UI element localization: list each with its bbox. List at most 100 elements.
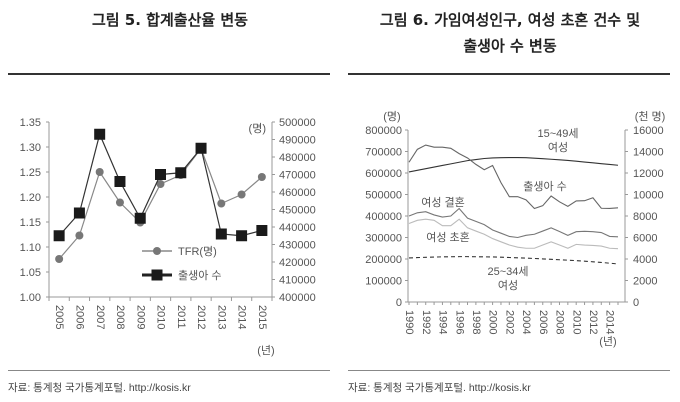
figure6-chart: 0100000200000300000400000500000600000700… [365, 109, 666, 348]
x-tick-label: 1990 [403, 310, 415, 334]
figure6-title-line2: 출생아 수 변동 [463, 37, 557, 55]
births-point [94, 128, 106, 140]
left-tick-label: 500000 [365, 190, 402, 202]
x-tick-label: 2005 [53, 305, 65, 329]
annotation-births: 출생아 수 [523, 180, 567, 193]
figure6-panel: 그림 6. 가임여성인구, 여성 초혼 건수 및 출생아 수 변동 0 10000… [340, 0, 680, 402]
first-marriages-line [408, 218, 619, 250]
legend-births-marker [151, 269, 163, 281]
left-tick-label: 1.10 [20, 242, 41, 254]
x-tick-label: 2011 [175, 305, 187, 329]
women-25-34-line [408, 256, 619, 265]
births-point [175, 167, 187, 179]
left-tick-label: 400000 [365, 211, 402, 223]
tfr-point [257, 173, 266, 181]
right-tick-label: 0 [633, 297, 639, 309]
x-tick-label: 2014 [604, 310, 616, 334]
x-tick-label: 2009 [134, 305, 146, 329]
figure5-chart: 1.00 1.05 1.10 1.15 1.20 1.25 1.30 1.35 400000 41… [20, 117, 316, 357]
right-tick-label: 400000 [279, 292, 316, 304]
x-tick-label: 2010 [155, 305, 167, 329]
births-point [236, 230, 248, 242]
births-point [53, 230, 65, 242]
x-tick-label: 1996 [453, 310, 465, 334]
right-tick-label: 470000 [279, 170, 316, 182]
x-tick-label: 2007 [94, 305, 106, 329]
x-tick-label: 1994 [437, 310, 449, 334]
right-axis-unit: (천 명) [635, 109, 666, 123]
annotation-women-15-49: 15~49세 [537, 127, 578, 140]
right-tick-label: 16000 [633, 125, 664, 137]
x-tick-label: 2006 [537, 310, 549, 334]
right-axis-unit: (명) [249, 122, 266, 135]
right-tick-label: 6000 [633, 233, 657, 245]
left-tick-label: 100000 [365, 276, 402, 288]
tfr-point [75, 231, 84, 240]
left-tick-label: 1.05 [20, 267, 41, 279]
left-tick-label: 300000 [365, 233, 402, 245]
births-line [408, 144, 619, 210]
right-tick-label: 2000 [633, 276, 657, 288]
right-tick-label: 460000 [279, 187, 316, 199]
x-tick-label: 2000 [487, 310, 499, 334]
marriages-line [408, 207, 619, 239]
right-tick-label: 480000 [279, 152, 316, 164]
left-tick-label: 1.15 [20, 217, 41, 229]
legend-tfr-marker [153, 247, 161, 255]
tfr-line [58, 147, 263, 260]
x-tick-label: 2008 [554, 310, 566, 334]
left-tick-label: 1.30 [20, 142, 41, 154]
figure6-top-rule [348, 73, 670, 75]
x-tick-label: 1992 [420, 310, 432, 334]
figure5-title: 그림 5. 합계출산율 변동 [91, 11, 248, 29]
right-tick-label: 500000 [279, 117, 316, 129]
births-point [134, 212, 146, 224]
x-tick-label: 2004 [520, 310, 532, 334]
right-tick-label: 410000 [279, 275, 316, 287]
left-tick-label: 800000 [365, 125, 402, 137]
left-tick-label: 0 [396, 297, 402, 309]
right-tick-label: 450000 [279, 205, 316, 217]
annotation-women-15-49-sub: 여성 [548, 141, 568, 154]
tfr-point [156, 180, 165, 188]
right-tick-label: 12000 [633, 168, 664, 180]
figure6-source: 자료: 통계청 국가통계포털. http://kosis.kr [348, 382, 531, 394]
figure6-bottom-rule [348, 370, 670, 371]
births-point [215, 228, 227, 240]
x-tick-label: 2015 [256, 305, 268, 329]
x-tick-label: 2008 [114, 305, 126, 329]
tfr-point [115, 198, 124, 207]
figure5-bottom-rule [8, 370, 330, 371]
x-tick-label: 2012 [195, 305, 207, 329]
left-tick-label: 700000 [365, 147, 402, 159]
x-tick-label: 2006 [74, 305, 86, 329]
births-point [73, 207, 85, 219]
x-axis-unit: (년) [257, 344, 274, 357]
x-tick-label: 2012 [587, 310, 599, 334]
births-point [195, 142, 207, 154]
right-tick-label: 440000 [279, 222, 316, 234]
tfr-point [55, 255, 64, 263]
x-tick-label: 2010 [570, 310, 582, 334]
left-tick-label: 1.25 [20, 167, 41, 179]
left-tick-label: 1.20 [20, 192, 41, 204]
annotation-women-25-34-sub: 여성 [498, 279, 518, 292]
annotation-women-25-34: 25~34세 [487, 265, 528, 278]
figure5-panel: 그림 5. 합계출산율 변동 1.00 1.05 1.10 1.15 1.20 1.25 1… [8, 11, 330, 394]
tfr-point [95, 168, 104, 176]
births-point [256, 225, 268, 236]
right-tick-label: 10000 [633, 190, 664, 202]
x-tick-label: 2002 [503, 310, 515, 334]
tfr-point [237, 190, 246, 199]
right-tick-label: 4000 [633, 254, 657, 266]
figure5-top-rule [8, 73, 330, 75]
legend-tfr-label: TFR(명) [178, 245, 217, 258]
legend-births-label: 출생아 수 [178, 269, 222, 282]
left-axis-unit: (명) [383, 110, 400, 123]
left-tick-label: 1.35 [20, 117, 41, 129]
right-tick-label: 8000 [633, 211, 657, 223]
women-15-49-line [408, 156, 619, 173]
annotation-first-marriages: 여성 초혼 [426, 231, 470, 244]
x-tick-label: 2014 [236, 305, 248, 329]
right-tick-label: 14000 [633, 147, 664, 159]
